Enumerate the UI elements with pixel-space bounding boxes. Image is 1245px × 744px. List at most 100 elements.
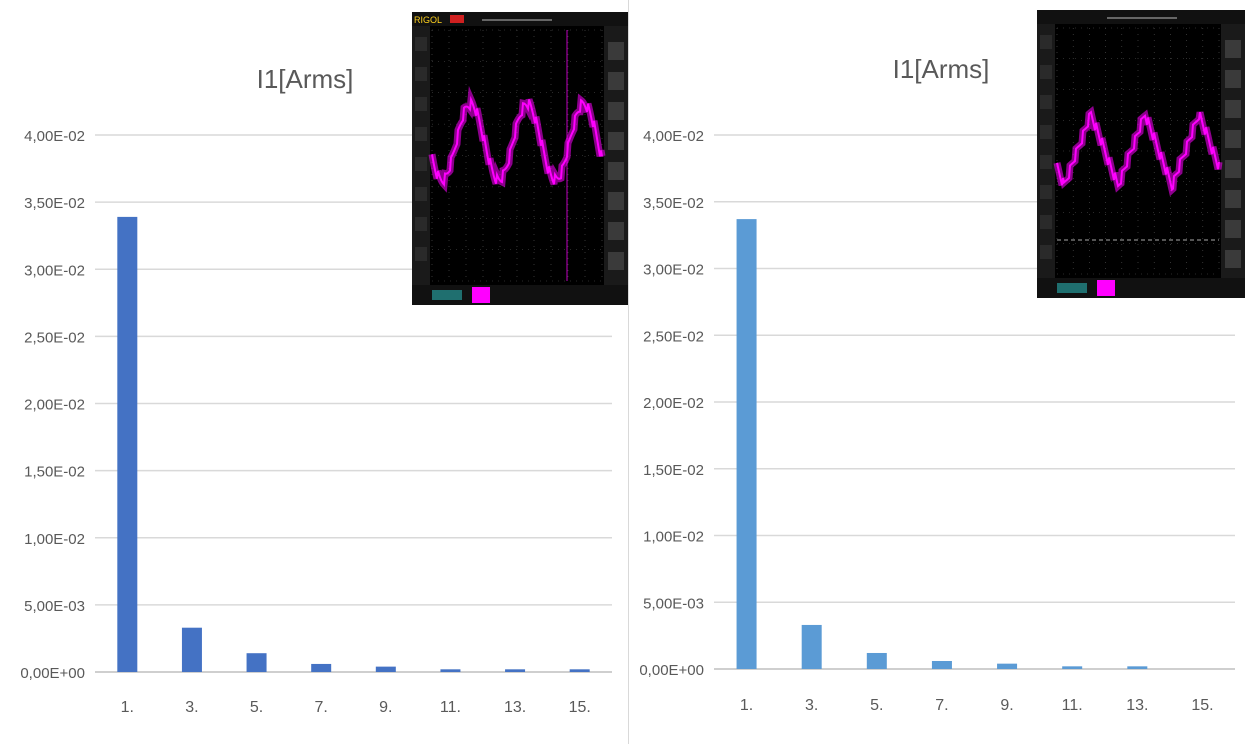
x-tick-label: 13. bbox=[504, 699, 526, 716]
oscilloscope-screenshot-icon bbox=[1037, 10, 1245, 298]
y-tick-label: 2,50E-02 bbox=[24, 329, 85, 346]
scope-side-marker bbox=[1040, 155, 1052, 169]
oscilloscope-inset-right bbox=[1037, 10, 1245, 298]
scope-softkey bbox=[1225, 250, 1241, 268]
scope-channel-badge bbox=[1057, 283, 1087, 293]
bar bbox=[505, 669, 526, 672]
scope-brand-label: RIGOL bbox=[414, 15, 442, 25]
scope-softkey bbox=[608, 222, 624, 240]
y-tick-label: 0,00E+00 bbox=[20, 665, 85, 682]
scope-softkey bbox=[608, 192, 624, 210]
bar bbox=[801, 624, 822, 669]
scope-softkey bbox=[1225, 40, 1241, 58]
y-tick-label: 5,00E-03 bbox=[643, 595, 704, 612]
scope-side-marker bbox=[1040, 245, 1052, 259]
bar bbox=[311, 663, 332, 672]
x-tick-label: 11. bbox=[1062, 697, 1083, 714]
bar bbox=[181, 627, 202, 672]
x-tick-label: 5. bbox=[250, 699, 263, 716]
scope-right-panel bbox=[1221, 24, 1245, 282]
x-tick-label: 5. bbox=[870, 697, 883, 714]
scope-top-bar bbox=[412, 12, 628, 26]
x-tick-label: 1. bbox=[740, 697, 753, 714]
y-tick-label: 3,00E-02 bbox=[643, 262, 704, 279]
scope-side-marker bbox=[415, 157, 427, 171]
bar bbox=[117, 216, 138, 672]
x-tick-label: 9. bbox=[379, 699, 392, 716]
scope-side-marker bbox=[1040, 95, 1052, 109]
bar bbox=[997, 663, 1018, 669]
scope-side-marker bbox=[1040, 215, 1052, 229]
bar-chart-left: 0,00E+00 5,00E-03 1,00E-02 1,50E-02 2,00E-02… bbox=[20, 64, 612, 716]
scope-bottom-bar bbox=[412, 285, 628, 305]
scope-side-marker bbox=[415, 187, 427, 201]
chart-panel-left: 0,00E+00 5,00E-03 1,00E-02 1,50E-02 2,00E-02… bbox=[20, 0, 629, 744]
scope-softkey bbox=[608, 42, 624, 60]
scope-bottom-bar bbox=[1037, 278, 1245, 298]
scope-side-marker bbox=[415, 127, 427, 141]
oscilloscope-inset-left: RIGOL bbox=[412, 12, 628, 305]
y-tick-label: 3,00E-02 bbox=[24, 262, 85, 279]
x-tick-label: 15. bbox=[1191, 697, 1213, 714]
scope-side-marker bbox=[1040, 35, 1052, 49]
scope-side-marker bbox=[1040, 185, 1052, 199]
scope-channel-badge bbox=[432, 290, 462, 300]
y-tick-label: 4,00E-02 bbox=[24, 128, 85, 145]
x-tick-label: 1. bbox=[121, 699, 134, 716]
scope-softkey bbox=[1225, 70, 1241, 88]
y-tick-label: 1,00E-02 bbox=[24, 531, 85, 548]
scope-softkey bbox=[1225, 190, 1241, 208]
x-tick-label: 3. bbox=[185, 699, 198, 716]
scope-softkey bbox=[1225, 160, 1241, 178]
bar bbox=[736, 219, 757, 670]
scope-softkey bbox=[608, 72, 624, 90]
scope-side-marker bbox=[1040, 125, 1052, 139]
bar bbox=[246, 653, 267, 672]
scope-softkey bbox=[608, 102, 624, 120]
y-tick-label: 1,50E-02 bbox=[643, 462, 704, 479]
oscilloscope-screenshot-icon: RIGOL bbox=[412, 12, 628, 305]
chart-title: I1[Arms] bbox=[257, 64, 354, 94]
scope-channel-badge bbox=[1097, 280, 1115, 296]
scope-softkey bbox=[608, 252, 624, 270]
scope-side-marker bbox=[415, 217, 427, 231]
bar bbox=[866, 652, 887, 669]
scope-softkey bbox=[608, 132, 624, 150]
scope-softkey bbox=[1225, 100, 1241, 118]
bar bbox=[1062, 666, 1083, 669]
x-tick-label: 7. bbox=[315, 699, 328, 716]
bar bbox=[440, 669, 461, 672]
x-tick-label: 15. bbox=[569, 699, 591, 716]
y-tick-label: 3,50E-02 bbox=[643, 195, 704, 212]
y-tick-label: 3,50E-02 bbox=[24, 195, 85, 212]
x-tick-label: 9. bbox=[1000, 697, 1013, 714]
bar bbox=[931, 660, 952, 669]
scope-side-marker bbox=[415, 97, 427, 111]
scope-top-bar bbox=[1037, 10, 1245, 24]
x-tick-label: 13. bbox=[1126, 697, 1148, 714]
scope-side-marker bbox=[415, 67, 427, 81]
bar bbox=[569, 669, 590, 672]
scope-right-panel bbox=[604, 26, 628, 289]
y-tick-label: 1,50E-02 bbox=[24, 464, 85, 481]
y-tick-label: 4,00E-02 bbox=[643, 128, 704, 145]
y-tick-label: 1,00E-02 bbox=[643, 529, 704, 546]
scope-side-marker bbox=[415, 37, 427, 51]
chart-panel-right: 0,00E+00 5,00E-03 1,00E-02 1,50E-02 2,00E-02… bbox=[629, 0, 1245, 744]
scope-softkey bbox=[1225, 130, 1241, 148]
scope-left-panel bbox=[1037, 24, 1055, 282]
x-tick-label: 3. bbox=[805, 697, 818, 714]
scope-side-marker bbox=[1040, 65, 1052, 79]
x-tick-label: 7. bbox=[935, 697, 948, 714]
y-tick-label: 2,00E-02 bbox=[643, 395, 704, 412]
chart-title: I1[Arms] bbox=[893, 54, 990, 84]
scope-channel-badge bbox=[472, 287, 490, 303]
bar-chart-right: 0,00E+00 5,00E-03 1,00E-02 1,50E-02 2,00E-02… bbox=[639, 54, 1235, 714]
y-tick-label: 5,00E-03 bbox=[24, 598, 85, 615]
y-tick-label: 2,00E-02 bbox=[24, 397, 85, 414]
x-tick-label: 11. bbox=[440, 699, 461, 716]
y-tick-label: 2,50E-02 bbox=[643, 328, 704, 345]
bar bbox=[1127, 666, 1148, 669]
scope-run-indicator bbox=[450, 15, 464, 23]
scope-trace bbox=[1056, 110, 1220, 192]
